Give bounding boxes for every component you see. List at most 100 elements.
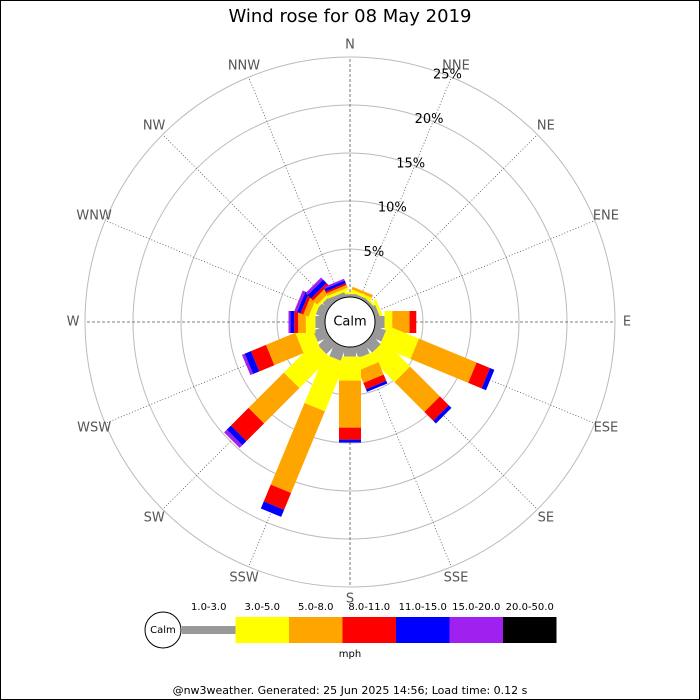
bar-segment xyxy=(363,374,387,390)
legend-swatch xyxy=(449,617,503,643)
legend-swatch xyxy=(342,617,396,643)
direction-label: ESE xyxy=(594,421,619,436)
bar-segment xyxy=(244,351,260,375)
spoke xyxy=(162,134,333,305)
direction-label: NNW xyxy=(228,59,260,74)
bar-segment xyxy=(288,311,291,333)
spoke xyxy=(372,220,595,313)
bar-segment xyxy=(263,484,292,510)
bar-segment xyxy=(481,368,495,391)
bar-segment xyxy=(226,425,247,446)
r-tick-label: 25% xyxy=(433,68,462,83)
bar-segment xyxy=(294,311,299,333)
legend-label: 8.0-11.0 xyxy=(348,602,390,613)
chart-title: Wind rose for 08 May 2019 xyxy=(229,6,472,27)
spoke xyxy=(105,220,328,313)
bar-segment xyxy=(326,284,348,297)
bar-segment xyxy=(392,311,410,333)
bar-segment xyxy=(363,298,374,309)
bar-segment xyxy=(468,362,490,389)
direction-label: SE xyxy=(538,510,554,525)
r-tick-label: 20% xyxy=(415,112,444,127)
bar-segment xyxy=(304,354,346,412)
bar-segment xyxy=(410,338,477,383)
direction-label: SSE xyxy=(444,570,469,585)
direction-label: SSW xyxy=(229,570,259,585)
bar-segment xyxy=(394,366,440,412)
spoke xyxy=(248,77,341,300)
bar-segment xyxy=(409,311,417,333)
bar-segment xyxy=(283,342,330,389)
bar-segment xyxy=(339,439,361,443)
bar-segment xyxy=(424,396,449,421)
direction-label: N xyxy=(345,38,355,53)
legend-label: 1.0-3.0 xyxy=(191,602,226,613)
r-tick-label: 5% xyxy=(364,245,385,260)
legend-label: 20.0-50.0 xyxy=(506,602,554,613)
direction-label: W xyxy=(67,315,80,330)
direction-label: WSW xyxy=(77,421,111,436)
bar-segment xyxy=(339,427,361,440)
legend-swatch xyxy=(235,617,289,643)
bar-segment xyxy=(375,316,385,328)
direction-label: E xyxy=(623,315,631,330)
bar-segment xyxy=(351,286,374,298)
grid-ring xyxy=(84,56,616,588)
bar-segment xyxy=(294,290,306,312)
bar-segment xyxy=(313,326,330,342)
spoke xyxy=(367,134,538,305)
bar-segment xyxy=(370,326,387,342)
bar-segment xyxy=(379,325,419,359)
bar-segment xyxy=(354,342,370,359)
bar-segment xyxy=(248,372,300,424)
bar-segment xyxy=(296,291,309,314)
r-tick-label: 15% xyxy=(396,156,425,171)
bar-segment xyxy=(354,293,367,302)
calm-circle xyxy=(324,296,376,348)
bar-segment xyxy=(290,311,295,333)
bar-segment xyxy=(339,380,361,428)
bar-segment xyxy=(329,342,346,361)
legend-swatch xyxy=(289,617,343,643)
bar-segment xyxy=(300,293,312,315)
bar-segment xyxy=(433,405,452,424)
bar-segment xyxy=(358,362,384,384)
bar-segment xyxy=(224,429,243,448)
legend-label: 15.0-20.0 xyxy=(452,602,500,613)
direction-label: WNW xyxy=(76,208,112,223)
legend-swatch xyxy=(182,626,236,634)
bar-segment xyxy=(298,311,306,333)
bar-segment xyxy=(307,279,327,299)
legend-swatch xyxy=(503,617,557,643)
bar-segment xyxy=(325,283,347,294)
bar-segment xyxy=(373,299,385,321)
legend-label: 11.0-15.0 xyxy=(399,602,447,613)
legend-label: 5.0-8.0 xyxy=(298,602,333,613)
footer: @nw3weather. Generated: 25 Jun 2025 14:5… xyxy=(173,684,528,697)
direction-label: NW xyxy=(143,119,166,134)
bar-segment xyxy=(322,294,337,309)
direction-label: NNE xyxy=(442,59,470,74)
bar-segment xyxy=(260,501,285,517)
bar-segment xyxy=(339,292,361,295)
bar-segment xyxy=(230,407,265,442)
bar-segment xyxy=(323,278,345,289)
bar-segment xyxy=(344,347,356,357)
spoke xyxy=(359,77,452,300)
bar-segment xyxy=(305,277,324,296)
bar-segment xyxy=(368,340,411,383)
bar-segment xyxy=(315,316,325,328)
calm-label: Calm xyxy=(333,315,366,330)
bar-segment xyxy=(370,305,380,318)
legend-label: 3.0-5.0 xyxy=(245,602,280,613)
r-tick-label: 10% xyxy=(378,201,407,216)
bar-segment xyxy=(270,402,325,493)
legend-calm xyxy=(144,611,182,649)
legend-unit: mph xyxy=(339,649,361,660)
legend-swatch xyxy=(396,617,450,643)
bar-segment xyxy=(333,292,346,302)
bar-segment xyxy=(241,353,254,376)
bar-segment xyxy=(327,287,349,299)
direction-label: SW xyxy=(144,510,165,525)
